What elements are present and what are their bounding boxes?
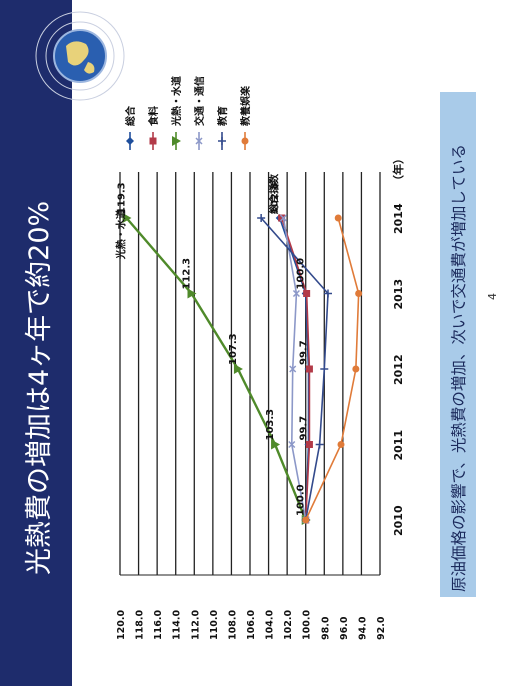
- legend-label: 光熱・水道: [170, 76, 183, 127]
- data-label: 102.8: [270, 182, 281, 214]
- caption-box: [440, 92, 476, 597]
- data-point: [289, 365, 297, 373]
- data-point: [292, 289, 300, 298]
- chart-grid: [119, 172, 381, 576]
- y-axis-ticks: 120.0 118.0 116.0 114.0 112.0 110.0 108.0 106.0…: [116, 610, 387, 640]
- y-tick-label: 104.0: [265, 610, 276, 640]
- x-axis-ticks: 2010 2011 2012 2013 2014 （年）: [391, 153, 405, 536]
- data-point: [337, 441, 345, 448]
- y-tick-label: 100.0: [302, 610, 313, 640]
- chart-series: [122, 136, 363, 525]
- y-tick-label: 102.0: [283, 610, 294, 640]
- data-label: 119.3: [117, 182, 128, 214]
- data-label: 107.3: [228, 333, 239, 365]
- page-number: 4: [486, 293, 499, 300]
- y-tick-label: 120.0: [116, 610, 127, 640]
- data-label: 100.0: [296, 258, 307, 290]
- data-point: [305, 441, 313, 448]
- data-point: [278, 214, 286, 222]
- data-point: [271, 439, 281, 450]
- page-title: 光熱費の増加は4ヶ年で約20%: [24, 201, 55, 575]
- data-point: [288, 440, 296, 449]
- x-tick-label: 2010: [392, 505, 405, 536]
- y-tick-label: 116.0: [153, 610, 164, 640]
- y-tick-label: 114.0: [172, 610, 183, 640]
- data-point: [187, 288, 197, 299]
- data-label: 99.7: [299, 340, 310, 365]
- y-tick-label: 110.0: [209, 610, 220, 640]
- data-label: 99.7: [299, 416, 310, 441]
- y-tick-label: 108.0: [227, 610, 238, 640]
- y-tick-label: 94.0: [357, 616, 368, 640]
- data-point: [233, 364, 243, 374]
- x-tick-label: 2013: [392, 279, 405, 310]
- legend-label: 総合: [124, 105, 137, 126]
- y-tick-label: 92.0: [376, 616, 387, 640]
- globe-icon: [35, 11, 125, 101]
- y-tick-label: 106.0: [246, 610, 257, 640]
- caption-text: 原油価格の影響で、光熱費の増加、次いで交通費が増加している: [450, 144, 468, 592]
- data-point: [303, 290, 311, 297]
- x-tick-label: 2012: [392, 354, 405, 385]
- y-tick-label: 98.0: [320, 616, 331, 640]
- x-tick-label: 2014: [392, 203, 405, 234]
- data-point: [302, 516, 310, 524]
- data-label: 総合指数: [268, 173, 281, 214]
- legend-label: 食料: [147, 106, 160, 127]
- legend-label: 交通・通信: [193, 76, 206, 126]
- data-point: [305, 365, 313, 373]
- data-label: 103.3: [265, 409, 276, 441]
- legend-label: 教育: [216, 106, 229, 127]
- series-line: [125, 217, 307, 521]
- data-label: 光熱・水道: [115, 209, 128, 260]
- data-point: [352, 365, 360, 373]
- data-point: [279, 214, 287, 222]
- y-tick-label: 112.0: [190, 610, 201, 640]
- x-tick-label: 2011: [392, 430, 405, 461]
- y-tick-label: 96.0: [339, 616, 350, 640]
- data-label: 100.0: [296, 484, 307, 516]
- chart-legend: 総合 食料 光熱・水道 交通・通信 教育 教養娯楽: [124, 76, 252, 150]
- data-label: 112.3: [182, 258, 193, 290]
- data-point: [334, 214, 342, 222]
- data-point: [355, 290, 363, 297]
- title-bar: [0, 0, 72, 686]
- y-tick-label: 118.0: [135, 610, 146, 640]
- x-axis-unit: （年）: [391, 153, 405, 186]
- legend-label: 教養娯楽: [239, 85, 252, 127]
- data-point: [122, 213, 132, 223]
